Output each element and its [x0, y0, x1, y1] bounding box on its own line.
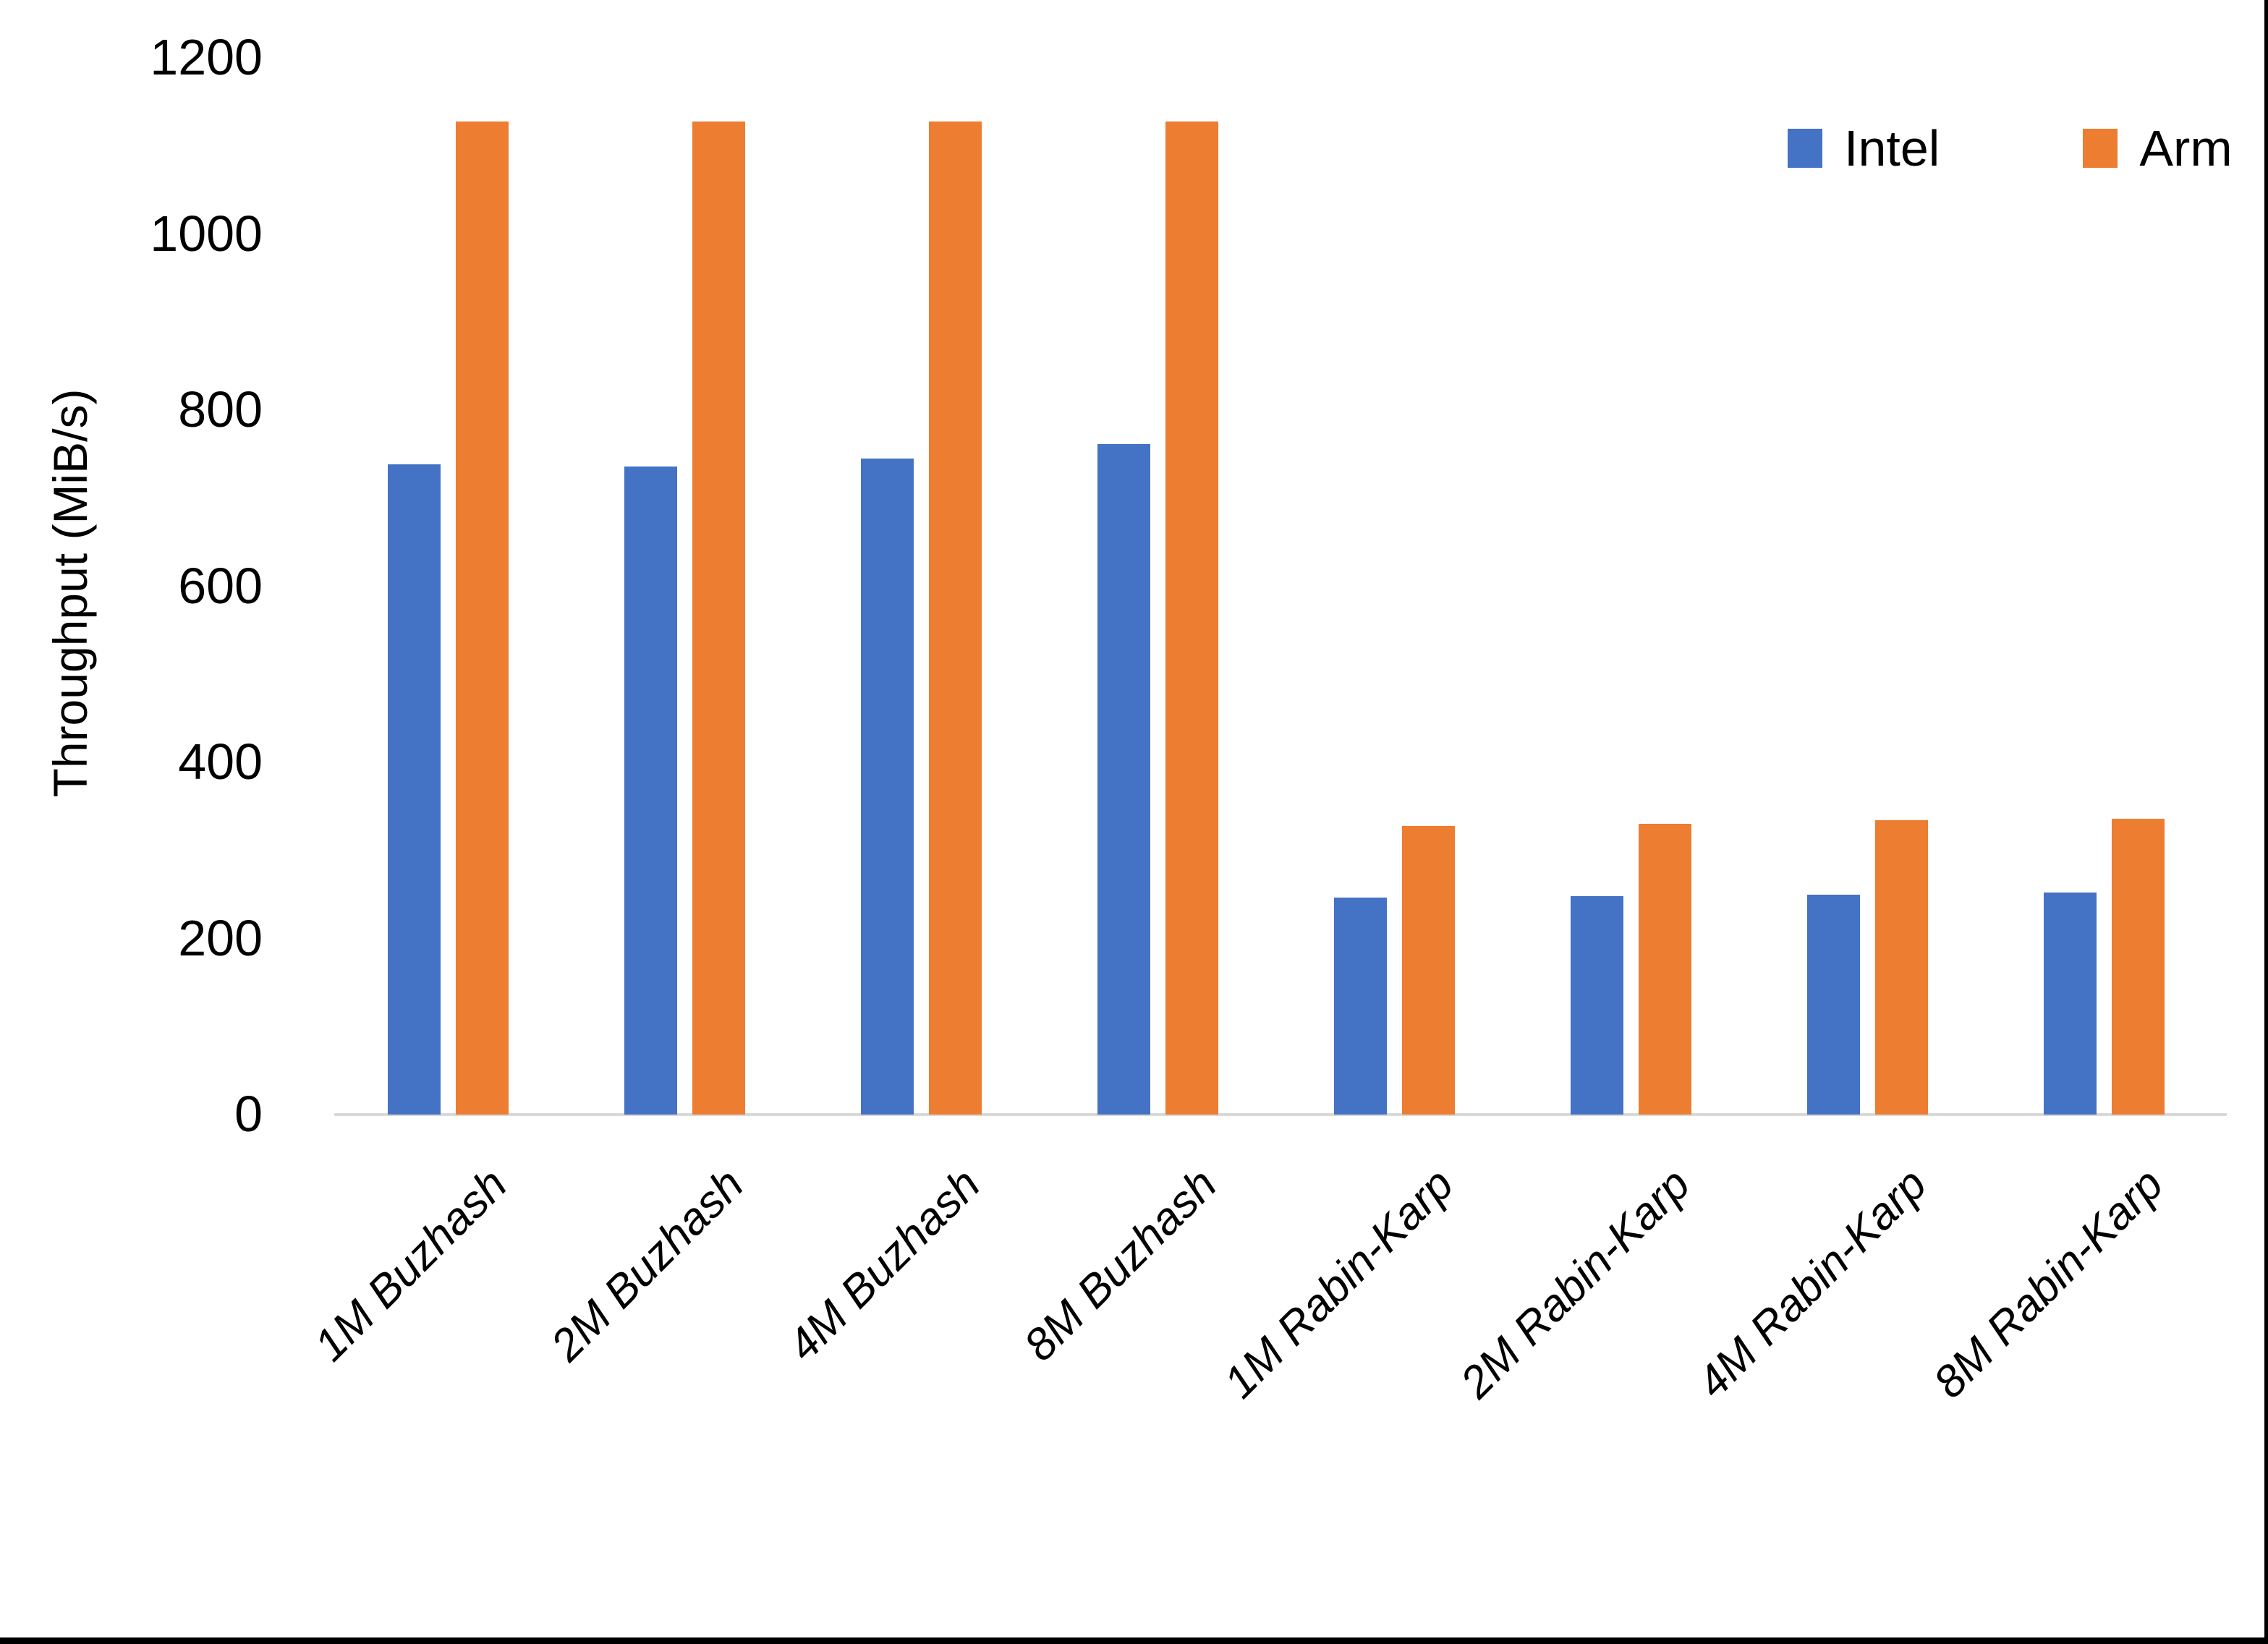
x-label-4m-buzhash: 4M Buzhash	[778, 1159, 990, 1371]
legend-label-intel: Intel	[1844, 120, 1940, 176]
bar-intel-2m-buzhash	[624, 466, 678, 1115]
x-label-8m-rabin-karp: 8M Rabin-Karp	[1924, 1159, 2173, 1408]
bar-arm-8m-rabin-karp	[2112, 818, 2165, 1115]
x-label-4m-rabin-karp: 4M Rabin-Karp	[1687, 1159, 1937, 1408]
x-axis-baseline	[334, 1113, 2227, 1116]
y-tick-label-200: 200	[178, 909, 263, 966]
x-label-1m-buzhash: 1M Buzhash	[305, 1159, 517, 1371]
legend-swatch-intel	[1788, 129, 1822, 168]
bar-arm-2m-rabin-karp	[1639, 824, 1692, 1115]
bar-intel-1m-rabin-karp	[1334, 898, 1388, 1115]
bar-arm-1m-rabin-karp	[1402, 825, 1456, 1115]
legend: Intel Arm	[1788, 122, 2233, 175]
bar-intel-8m-rabin-karp	[2044, 893, 2097, 1115]
bar-intel-2m-rabin-karp	[1571, 896, 1624, 1115]
y-tick-label-0: 0	[234, 1086, 263, 1142]
bar-arm-2m-buzhash	[692, 121, 746, 1115]
y-tick-label-400: 400	[178, 733, 263, 790]
bar-intel-4m-buzhash	[861, 458, 914, 1115]
legend-label-arm: Arm	[2139, 120, 2233, 176]
bar-arm-8m-buzhash	[1165, 121, 1219, 1115]
bar-intel-8m-buzhash	[1097, 444, 1151, 1115]
x-label-1m-rabin-karp: 1M Rabin-Karp	[1214, 1159, 1464, 1408]
x-label-8m-buzhash: 8M Buzhash	[1014, 1159, 1227, 1371]
screenshot-right-border	[2264, 0, 2268, 1644]
bar-arm-4m-buzhash	[929, 121, 982, 1115]
bar-arm-1m-buzhash	[456, 121, 509, 1115]
x-label-2m-buzhash: 2M Buzhash	[541, 1159, 754, 1371]
legend-item-arm: Arm	[2083, 120, 2233, 176]
x-label-2m-rabin-karp: 2M Rabin-Karp	[1451, 1159, 1700, 1408]
screenshot-bottom-border	[0, 1637, 2268, 1644]
legend-swatch-arm	[2083, 129, 2118, 168]
legend-item-intel: Intel	[1788, 122, 1940, 175]
bar-intel-1m-buzhash	[388, 464, 441, 1115]
bar-intel-4m-rabin-karp	[1807, 894, 1861, 1115]
y-tick-label-600: 600	[178, 557, 263, 614]
y-tick-label-800: 800	[178, 381, 263, 438]
y-tick-label-1000: 1000	[150, 205, 263, 262]
bar-arm-4m-rabin-karp	[1875, 820, 1929, 1115]
y-tick-label-1200: 1200	[150, 29, 263, 85]
